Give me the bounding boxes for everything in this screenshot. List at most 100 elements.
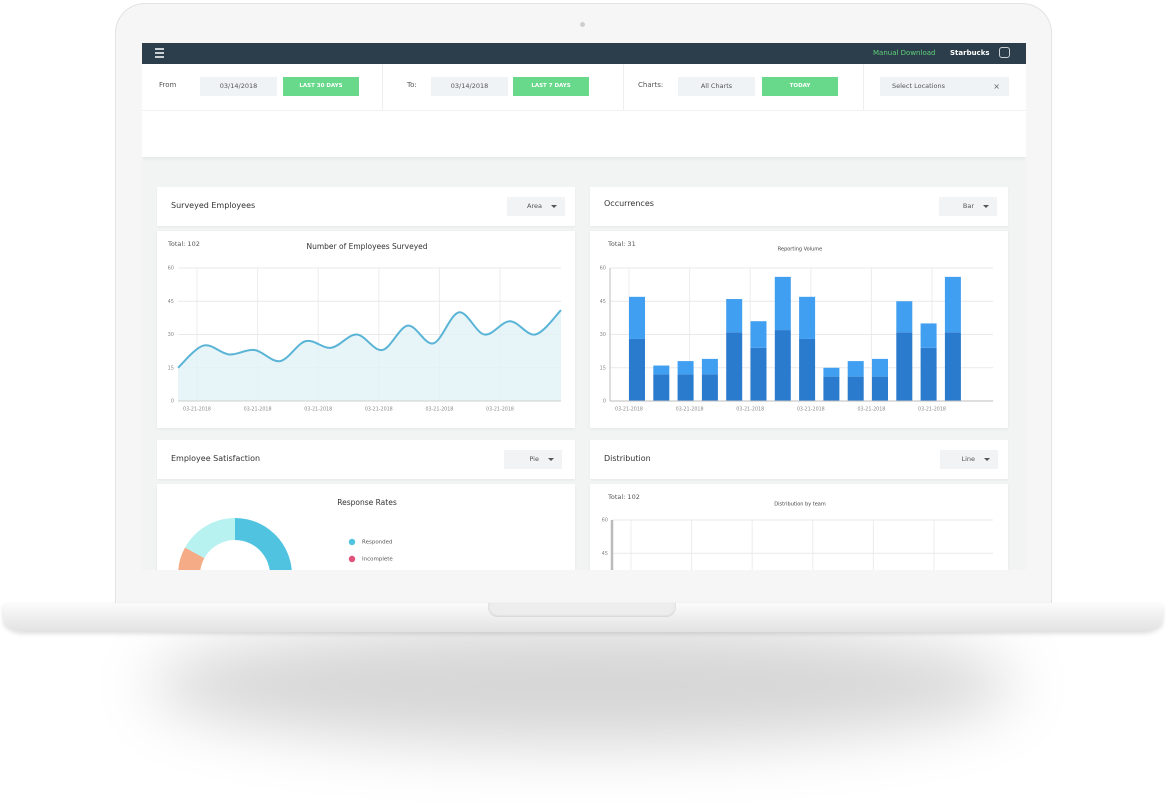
clear-icon[interactable]: × [993, 82, 1000, 91]
divider [382, 64, 383, 110]
y-tick-label: 0 [171, 399, 174, 405]
from-date[interactable]: 03/14/2018 [200, 77, 277, 96]
bar-segment [872, 376, 888, 401]
to-date[interactable]: 03/14/2018 [431, 77, 508, 96]
charts-label: Charts: [638, 81, 664, 89]
legend-label: Incomplete [362, 557, 393, 563]
x-tick-label: 03-21-2018 [183, 407, 211, 413]
to-label: To: [407, 81, 417, 89]
bar-segment [750, 347, 767, 401]
bar-segment [920, 347, 937, 401]
chart-title: Number of Employees Surveyed [306, 242, 427, 251]
x-tick-label: 03-21-2018 [425, 407, 453, 413]
divider [623, 64, 624, 110]
y-tick-label: 0 [603, 399, 606, 405]
x-tick-label: 03-21-2018 [304, 407, 332, 413]
dropdown-text: Bar [962, 202, 974, 210]
panel-body: Total: 102 Number of Employees Surveyed 03… [157, 231, 575, 428]
pie-slice [235, 518, 292, 570]
panel-header: Distribution Line [590, 440, 1008, 479]
chart-type-dropdown[interactable]: Line [940, 450, 998, 469]
bar-segment [823, 367, 840, 377]
y-tick-label: 45 [600, 299, 606, 305]
chart-type-dropdown[interactable]: Bar [939, 197, 997, 216]
charts-select[interactable]: All Charts [678, 77, 755, 96]
location-text: Select Locations [892, 82, 945, 90]
panel-body: Response Rates Responded Incomplete [157, 484, 575, 570]
bar-segment [872, 358, 888, 377]
y-tick-label: 30 [168, 332, 174, 338]
bar-segment [944, 276, 961, 333]
bar-segment [653, 365, 670, 375]
pie-slice [185, 518, 235, 559]
panel-body: Total: 31 Reporting Volume 03-21-2018 03-21… [590, 231, 1008, 428]
laptop-notch [488, 603, 676, 617]
account-name[interactable]: Starbucks [950, 49, 990, 57]
y-tick-label: 30 [600, 332, 606, 338]
panel-title: Employee Satisfaction [171, 454, 261, 463]
last-30-button[interactable]: LAST 30 DAYS [283, 77, 359, 96]
bar-segment [896, 301, 913, 333]
chart-type-dropdown[interactable]: Pie [504, 450, 562, 469]
dropdown-text: Line [961, 455, 975, 463]
shadow [150, 625, 1016, 745]
area-fill [178, 310, 561, 401]
y-tick-label: 60 [600, 266, 606, 272]
x-tick-label: 03-21-2018 [365, 407, 393, 413]
panel-header: Employee Satisfaction Pie [157, 440, 575, 479]
x-tick-label: 03-21-2018 [918, 407, 946, 413]
camera [580, 22, 585, 27]
menu-icon[interactable] [155, 48, 164, 50]
panel-header: Surveyed Employees Area [157, 187, 575, 226]
bar-segment [799, 296, 816, 339]
panel-title: Distribution [604, 454, 651, 463]
screen: Manual Download Starbucks From 03/14/201… [142, 43, 1026, 570]
total-label: Total: 102 [167, 240, 200, 248]
x-tick-label: 03-21-2018 [244, 407, 272, 413]
total-label: Total: 31 [607, 240, 636, 248]
y-tick-label: 60 [602, 518, 608, 524]
chart-type-dropdown[interactable]: Area [507, 197, 565, 216]
divider [863, 64, 864, 110]
last-7-button[interactable]: LAST 7 DAYS [513, 77, 589, 96]
area-line [177, 309, 562, 369]
bar-segment [629, 296, 645, 339]
chart-title: Response Rates [337, 498, 397, 507]
legend-swatch [348, 555, 356, 563]
download-link[interactable]: Manual Download [873, 49, 936, 57]
chart: Response Rates Responded Incomplete [178, 498, 397, 570]
bar-segment [896, 332, 913, 401]
total-label: Total: 102 [607, 493, 640, 501]
location-select[interactable]: Select Locations × [880, 77, 1009, 96]
x-tick-label: 03-21-2018 [736, 407, 764, 413]
bar-segment [677, 374, 694, 401]
bar-segment [847, 361, 864, 377]
pie-slice [178, 547, 205, 570]
bar-segment [920, 323, 937, 348]
bar-segment [847, 376, 864, 401]
x-tick-label: 03-21-2018 [486, 407, 514, 413]
bar-segment [701, 358, 718, 375]
divider [142, 110, 1026, 111]
today-button[interactable]: TODAY [762, 77, 838, 96]
y-tick-label: 60 [168, 266, 174, 272]
x-tick-label: 03-21-2018 [797, 407, 825, 413]
y-tick-label: 15 [168, 365, 174, 371]
bar-segment [750, 321, 767, 348]
bar-segment [774, 276, 791, 331]
bar-segment [799, 338, 816, 401]
chart: Total: 102 Number of Employees Surveyed03… [167, 240, 562, 413]
legend-label: Responded [362, 540, 393, 546]
legend-swatch [348, 538, 356, 546]
x-tick-label: 03-21-2018 [615, 407, 643, 413]
from-label: From [159, 81, 177, 89]
logout-icon[interactable] [999, 47, 1010, 58]
bar-segment [701, 374, 718, 401]
bar-segment [823, 376, 840, 401]
panel-title: Occurrences [604, 199, 654, 208]
x-tick-label: 03-21-2018 [857, 407, 885, 413]
bar-segment [677, 361, 694, 375]
bar-segment [726, 332, 743, 401]
